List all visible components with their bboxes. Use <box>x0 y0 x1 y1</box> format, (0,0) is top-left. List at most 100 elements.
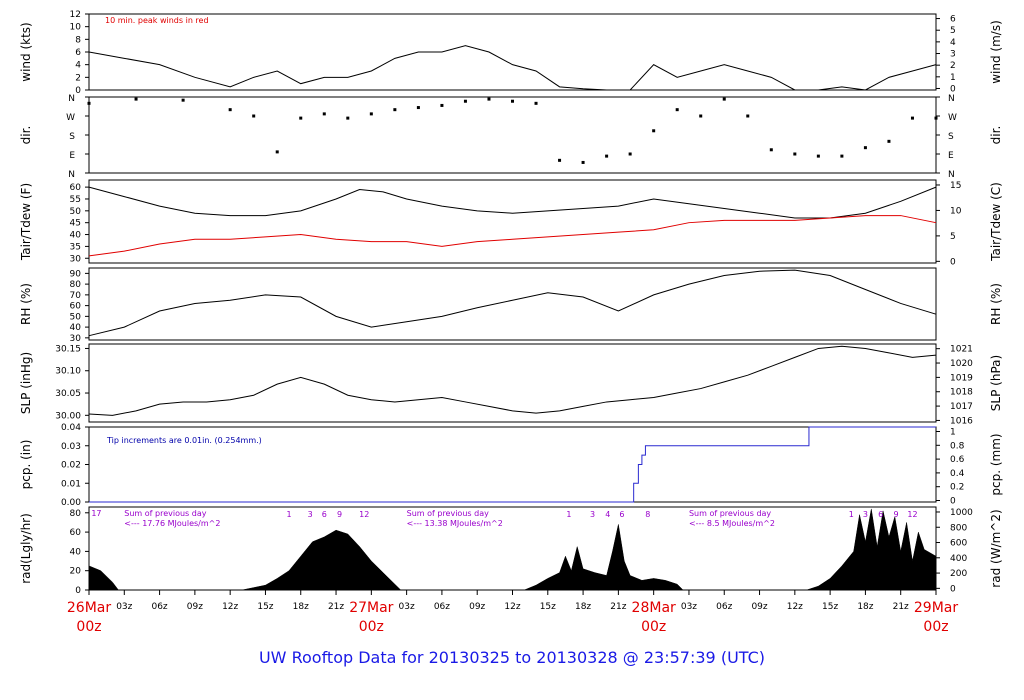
panel-5-ytick-label-right: 1018 <box>950 388 973 398</box>
panel-6-series-1 <box>89 426 936 503</box>
panel-7-hour-mark: 12 <box>359 510 369 519</box>
x-tick-label: 03z <box>399 602 415 612</box>
panel-4-ytick-label: 60 <box>70 302 82 312</box>
panel-7-annotation: Sum of previous day <box>407 509 489 518</box>
panel-2-ytick-label: N <box>68 170 75 180</box>
panel-4-ylabel: RH (%) <box>19 283 33 325</box>
panel-4-ytick-label: 90 <box>70 269 82 279</box>
panel-4-ytick-label: 30 <box>70 334 82 344</box>
panel-3-ytick-label-right: 0 <box>950 257 956 267</box>
panel-2-point <box>534 101 538 105</box>
panel-7-ytick-label-right: 400 <box>950 554 967 564</box>
x-tick-label: 03z <box>681 602 697 612</box>
panel-6-ytick-label: 0.01 <box>61 479 81 489</box>
panel-1-ytick-label: 2 <box>75 73 81 83</box>
panel-7-hour-mark: 12 <box>907 510 917 519</box>
panel-1-note: 10 min. peak winds in red <box>105 16 209 25</box>
x-tick-label: 06z <box>716 602 732 612</box>
panel-7-ylabel: rad(Lgly/hr) <box>19 513 33 584</box>
x-tick-label: 09z <box>187 602 203 612</box>
panel-2-ytick-label: E <box>69 151 75 161</box>
panel-3-ytick-label: 55 <box>70 195 81 205</box>
panel-3-ylabel: Tair/Tdew (F) <box>19 183 33 261</box>
panel-6-ytick-label: 0.00 <box>61 498 81 508</box>
panel-1-ytick-label: 10 <box>70 23 82 33</box>
panel-1-ytick-label: 8 <box>75 35 81 45</box>
panel-7-annotation: 17 <box>91 509 101 518</box>
panel-2-point <box>463 99 467 103</box>
panel-7-ytick-label-right: 1000 <box>950 508 973 518</box>
x-tick-label: 03z <box>116 602 132 612</box>
panel-1-ytick-label: 0 <box>75 86 81 96</box>
panel-7-hour-mark: 6 <box>878 510 883 519</box>
panel-7-hour-mark: 1 <box>566 510 571 519</box>
panel-3-ytick-label: 50 <box>70 207 82 217</box>
panel-5-ytick-label-right: 1017 <box>950 402 973 412</box>
panel-1-ylabel-right: wind (m/s) <box>989 20 1003 84</box>
panel-3-ytick-label: 45 <box>70 219 81 229</box>
panel-2-point <box>369 112 373 116</box>
panel-3-ylabel-right: Tair/Tdew (C) <box>989 182 1003 262</box>
panel-7-hour-mark: 4 <box>605 510 610 519</box>
x-day-label: 29Mar <box>914 600 958 616</box>
panel-2-point <box>887 139 891 143</box>
panel-7-ytick-label-right: 200 <box>950 569 967 579</box>
panel-7-hour-mark: 3 <box>590 510 595 519</box>
panel-3-ytick-label: 30 <box>70 254 82 264</box>
panel-3-ytick-label-right: 5 <box>950 232 956 242</box>
panel-4-ytick-label: 80 <box>70 280 82 290</box>
x-tick-label: 09z <box>469 602 485 612</box>
panel-7-ytick-label: 20 <box>70 567 82 577</box>
panel-7-hour-mark: 1 <box>286 510 291 519</box>
panel-3-series-tair <box>88 186 937 219</box>
panel-3-ytick-label: 60 <box>70 183 82 193</box>
panel-1-ytick-label: 12 <box>70 10 81 20</box>
panel-2-point <box>793 152 797 156</box>
panel-3-ytick-label-right: 10 <box>950 206 962 216</box>
x-tick-label: 12z <box>504 602 520 612</box>
panel-3-series-tdew <box>88 215 937 257</box>
panel-4-ytick-label: 50 <box>70 312 82 322</box>
panel-7-ytick-label-right: 0 <box>950 584 956 594</box>
panel-7-ytick-label: 0 <box>75 586 81 596</box>
x-tick-label: 12z <box>222 602 238 612</box>
panel-1-ytick-label-right: 0 <box>950 84 956 94</box>
panel-7-series-1 <box>88 508 937 591</box>
panel-6-note: Tip increments are 0.01in. (0.254mm.) <box>106 436 262 445</box>
panel-7-annotation: <--- 17.76 MJoules/m^2 <box>124 519 220 528</box>
panel-6-ytick-label: 0.03 <box>61 442 81 452</box>
x-tick-label: 18z <box>857 602 873 612</box>
panel-7-hour-mark: 9 <box>893 510 898 519</box>
panel-7-annotation: Sum of previous day <box>124 509 206 518</box>
panel-5-ytick-label-right: 1020 <box>950 359 973 369</box>
x-tick-label: 15z <box>257 602 273 612</box>
panel-7-ytick-label-right: 800 <box>950 523 967 533</box>
x-day-label: 28Mar <box>632 600 676 616</box>
panel-6-ylabel-right: pcp. (mm) <box>989 433 1003 495</box>
panel-2-ytick-label-right: E <box>948 151 954 161</box>
panel-2-ytick-label: W <box>66 113 75 123</box>
panel-2-ytick-label: S <box>69 132 75 142</box>
panel-1-ylabel: wind (kts) <box>19 22 33 81</box>
panel-7-ytick-label: 80 <box>70 509 82 519</box>
panel-3-ytick-label: 35 <box>70 242 81 252</box>
panel-2-point <box>699 114 703 118</box>
panel-2-point <box>746 114 750 118</box>
panel-2-ytick-label-right: N <box>948 94 955 104</box>
panel-1-ytick-label-right: 6 <box>950 15 956 25</box>
panel-2-point <box>605 154 609 158</box>
panel-2-point <box>252 114 256 118</box>
panel-7-ylabel-right: rad (W/m^2) <box>989 509 1003 587</box>
x-day-time: 00z <box>923 619 948 635</box>
panel-6-ytick-label-right: 0 <box>950 497 956 507</box>
panel-7-hour-mark: 6 <box>322 510 327 519</box>
panel-2-point <box>487 97 491 101</box>
panel-2-point <box>558 158 562 162</box>
panel-2-point <box>416 106 420 110</box>
panel-7-hour-mark: 3 <box>308 510 313 519</box>
panel-2-ylabel: dir. <box>19 126 33 145</box>
panel-1-ytick-label-right: 3 <box>950 50 956 60</box>
panel-2-point <box>722 97 726 101</box>
panel-6-ytick-label-right: 1 <box>950 428 956 438</box>
